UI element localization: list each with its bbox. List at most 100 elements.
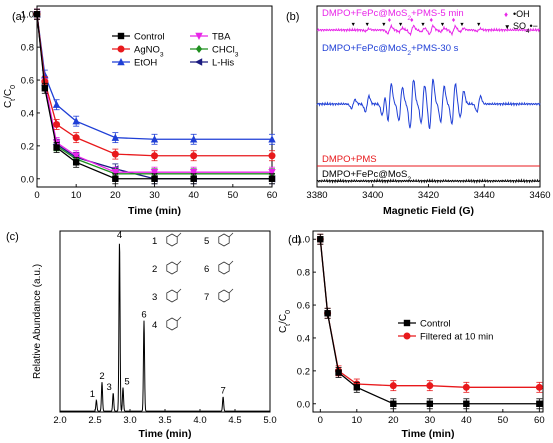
data-point: [189, 168, 198, 177]
label-part: EtOH: [134, 58, 157, 69]
data-point: [324, 310, 331, 317]
so4-legend-label: SO4•−: [513, 21, 538, 35]
x-tick-label: 2.5: [88, 415, 101, 426]
x-tick-label: 30: [425, 415, 436, 426]
data-point: [190, 175, 197, 182]
so4-peak-marker: ▼: [420, 22, 425, 28]
x-tick-label: 5.0: [263, 415, 276, 426]
peak-label: 5: [124, 376, 129, 387]
label-part: •−: [530, 21, 538, 31]
panel-label-a: (a): [12, 11, 25, 23]
oh-peak-marker: ♦: [429, 17, 433, 24]
legend-marker: [403, 332, 411, 340]
oh-peak-marker: ♦: [452, 17, 456, 24]
x-tick-label: 60: [534, 415, 545, 426]
structure-number: 6: [204, 264, 209, 275]
label-part: 3: [160, 51, 164, 58]
label-part: C: [3, 101, 14, 108]
peak-label: 4: [117, 230, 122, 241]
data-point: [72, 152, 80, 160]
structure-number: 3: [152, 292, 157, 303]
x-tick-label: 3460: [529, 190, 550, 201]
legend-label: Control: [420, 319, 451, 330]
structure-number: 4: [152, 320, 157, 331]
x-tick-label: 60: [267, 190, 278, 201]
so4-peak-marker: ▼: [398, 22, 403, 28]
x-tick-label: 10: [352, 415, 363, 426]
y-axis-label: Ct/C0: [278, 310, 292, 333]
legend-label: Filtered at 10 min: [420, 332, 493, 343]
data-point: [111, 150, 119, 158]
data-point: [189, 135, 198, 143]
x-tick-label: 4.5: [228, 415, 241, 426]
x-tick-label: 4.0: [193, 415, 206, 426]
so4-peak-marker: ▼: [351, 22, 356, 28]
molecule-structure: [218, 233, 230, 247]
label-part: /C: [3, 89, 14, 99]
panel-label-b: (b): [286, 11, 299, 23]
legend-marker: [117, 58, 125, 66]
data-point: [353, 384, 361, 391]
data-point: [111, 168, 120, 177]
x-tick-label: 40: [461, 415, 472, 426]
data-point: [151, 175, 158, 182]
legend-label: EtOH: [134, 58, 157, 69]
molecule-bond: [228, 232, 234, 238]
legend-label: CHCl3: [212, 45, 239, 59]
y-tick-label: 0.0: [21, 174, 34, 185]
label-part: C: [278, 326, 289, 333]
legend-marker: [117, 32, 125, 40]
plot-frame-c: [59, 230, 271, 413]
data-point: [72, 159, 80, 166]
structure-number: 7: [204, 292, 209, 303]
x-tick-label: 0: [34, 190, 39, 201]
y-tick-label: 0.8: [297, 268, 310, 279]
molecule-bond: [176, 288, 182, 294]
data-point: [268, 168, 276, 177]
label-part: +PMS-5 min: [411, 8, 464, 19]
x-tick-label: 20: [110, 190, 121, 201]
label-part: DMPO+PMS: [322, 154, 377, 165]
label-part: t: [10, 99, 17, 101]
label-part: /C: [278, 314, 289, 324]
x-axis-label: Time (min): [128, 205, 181, 217]
y-tick-label: 0.2: [297, 366, 310, 377]
x-tick-label: 3400: [362, 190, 383, 201]
molecule-structure: [166, 317, 178, 331]
plot-frame-d: [312, 230, 544, 413]
label-part: 0: [285, 310, 292, 314]
x-tick-label: 3440: [474, 190, 495, 201]
legend-marker: [117, 45, 125, 53]
x-tick-label: 3420: [418, 190, 439, 201]
molecule-bond: [176, 260, 182, 266]
data-point: [463, 400, 470, 407]
label-part: 4: [526, 28, 530, 35]
y-axis-label: Relative Abundance (a.u.): [32, 264, 43, 379]
series-line: [319, 239, 540, 405]
data-point: [389, 382, 397, 390]
peak-label: 6: [141, 310, 146, 321]
data-point: [151, 152, 158, 160]
data-point: [111, 133, 120, 141]
structure-number: 2: [152, 264, 157, 275]
label-part: 0: [10, 85, 17, 89]
y-axis-label: Ct/C0: [3, 85, 17, 108]
x-axis-label: Time (min): [402, 428, 455, 440]
so4-peak-marker: ▼: [476, 22, 481, 28]
x-tick-label: 50: [228, 190, 239, 201]
legend-marker: [195, 58, 203, 66]
x-tick-label: 50: [498, 415, 509, 426]
peak-label: 2: [99, 371, 104, 382]
so4-legend-symbol: ▼: [504, 24, 510, 31]
label-part: AgNO: [134, 45, 160, 56]
molecule-structure: [166, 233, 178, 247]
y-tick-label: 0.4: [297, 333, 310, 344]
y-tick-label: 0.8: [21, 43, 34, 54]
trace-label-5min: DMPO+FePc@MoS2+PMS-5 min: [322, 8, 464, 22]
x-tick-label: 3.0: [123, 415, 136, 426]
peak-label: 3: [107, 382, 112, 393]
data-point: [268, 175, 276, 182]
y-tick-label: 0.6: [21, 76, 34, 87]
data-point: [426, 382, 434, 390]
data-point: [150, 135, 159, 143]
